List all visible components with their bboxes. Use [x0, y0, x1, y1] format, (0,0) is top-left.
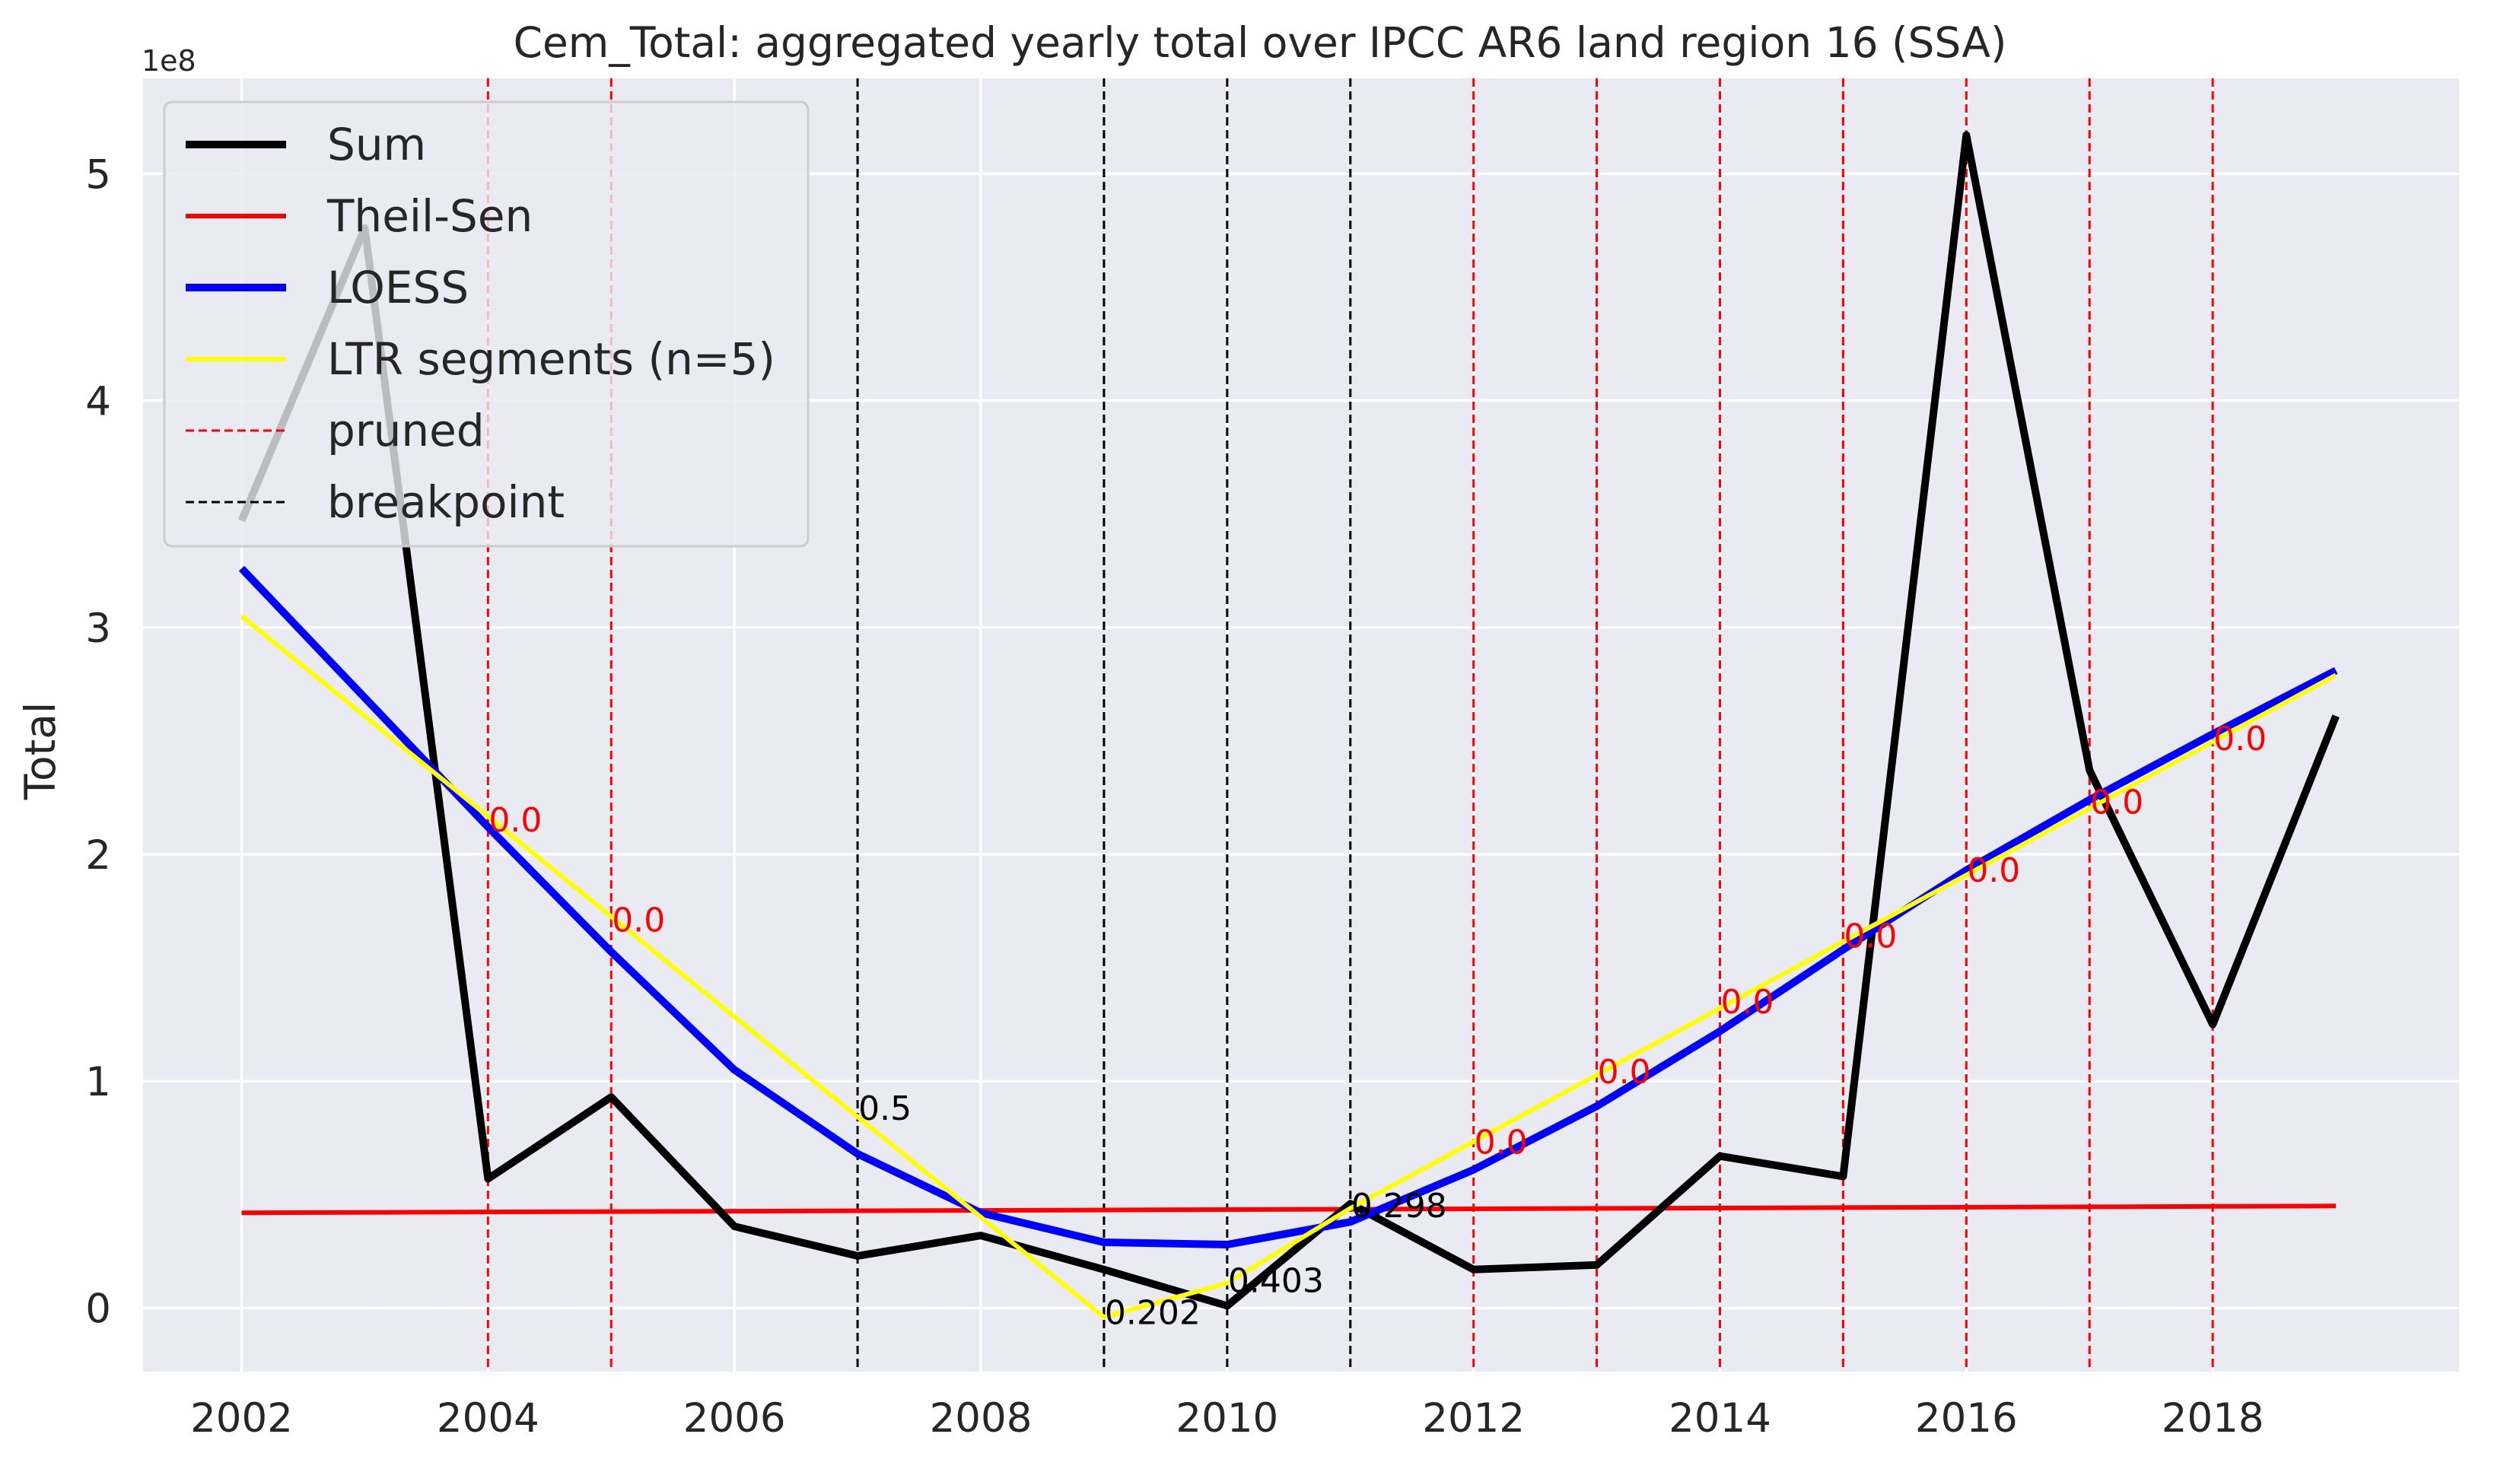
ltr-segments-line	[240, 614, 2337, 1320]
tick-labels: 2002 2004 2006 2008 2010 2012 2014 2016 2018 0 1 2 3…	[85, 151, 2264, 1442]
annotation-label: 0.0	[2090, 783, 2143, 822]
annotation-label: 0.0	[1475, 1124, 1528, 1162]
y-tick-label: 5	[85, 151, 111, 198]
y-tick-label: 0	[85, 1286, 111, 1332]
loess-line	[238, 565, 2338, 1248]
x-tick-label: 2004	[437, 1395, 539, 1442]
annotation-label: 0.202	[1105, 1293, 1201, 1332]
legend-label: LTR segments (n=5)	[327, 333, 775, 385]
x-tick-label: 2002	[190, 1395, 293, 1442]
chart-title: Cem_Total: aggregated yearly total over …	[514, 18, 2007, 67]
series-lines	[237, 131, 2340, 1320]
annotation-label: 0.0	[1721, 983, 1774, 1022]
annotation-label: 0.298	[1351, 1187, 1447, 1226]
annotation-label: 0.0	[488, 801, 542, 840]
annotations: 0.0 0.0 0.5 0.202 0.403 0.298 0.0 0.0 0.0 0.0 0.0 0…	[488, 720, 2267, 1333]
legend: Sum Theil-Sen LOESS LTR segments (n=5) prune…	[163, 100, 810, 548]
y-tick-label: 2	[85, 832, 111, 879]
annotation-label: 0.0	[1967, 851, 2020, 890]
legend-label: Sum	[327, 119, 426, 170]
annotation-label: 0.5	[858, 1089, 912, 1128]
theil-sen-line	[241, 1203, 2337, 1216]
annotation-label: 0.0	[612, 901, 665, 940]
x-tick-label: 2012	[1422, 1395, 1525, 1442]
legend-label: breakpoint	[327, 476, 565, 528]
y-axis-label: Total	[16, 702, 65, 800]
legend-box	[163, 100, 810, 548]
sum-line	[237, 131, 2340, 1310]
x-tick-label: 2014	[1669, 1395, 1771, 1442]
annotation-label: 0.0	[1598, 1053, 1651, 1092]
x-tick-label: 2018	[2162, 1395, 2264, 1442]
x-tick-label: 2016	[1915, 1395, 2018, 1442]
x-tick-label: 2006	[683, 1395, 786, 1442]
legend-label: LOESS	[327, 262, 469, 313]
legend-label: Theil-Sen	[326, 190, 533, 242]
y-tick-label: 3	[85, 606, 111, 652]
y-axis-offset-label: 1e8	[142, 44, 196, 78]
legend-label: pruned	[327, 405, 485, 456]
annotation-label: 0.403	[1228, 1262, 1324, 1301]
y-tick-label: 1	[85, 1059, 111, 1105]
annotation-label: 0.0	[1844, 917, 1897, 955]
x-tick-label: 2008	[930, 1395, 1032, 1442]
annotation-label: 0.0	[2213, 720, 2267, 758]
y-tick-label: 4	[85, 379, 111, 425]
x-tick-label: 2010	[1176, 1395, 1278, 1442]
